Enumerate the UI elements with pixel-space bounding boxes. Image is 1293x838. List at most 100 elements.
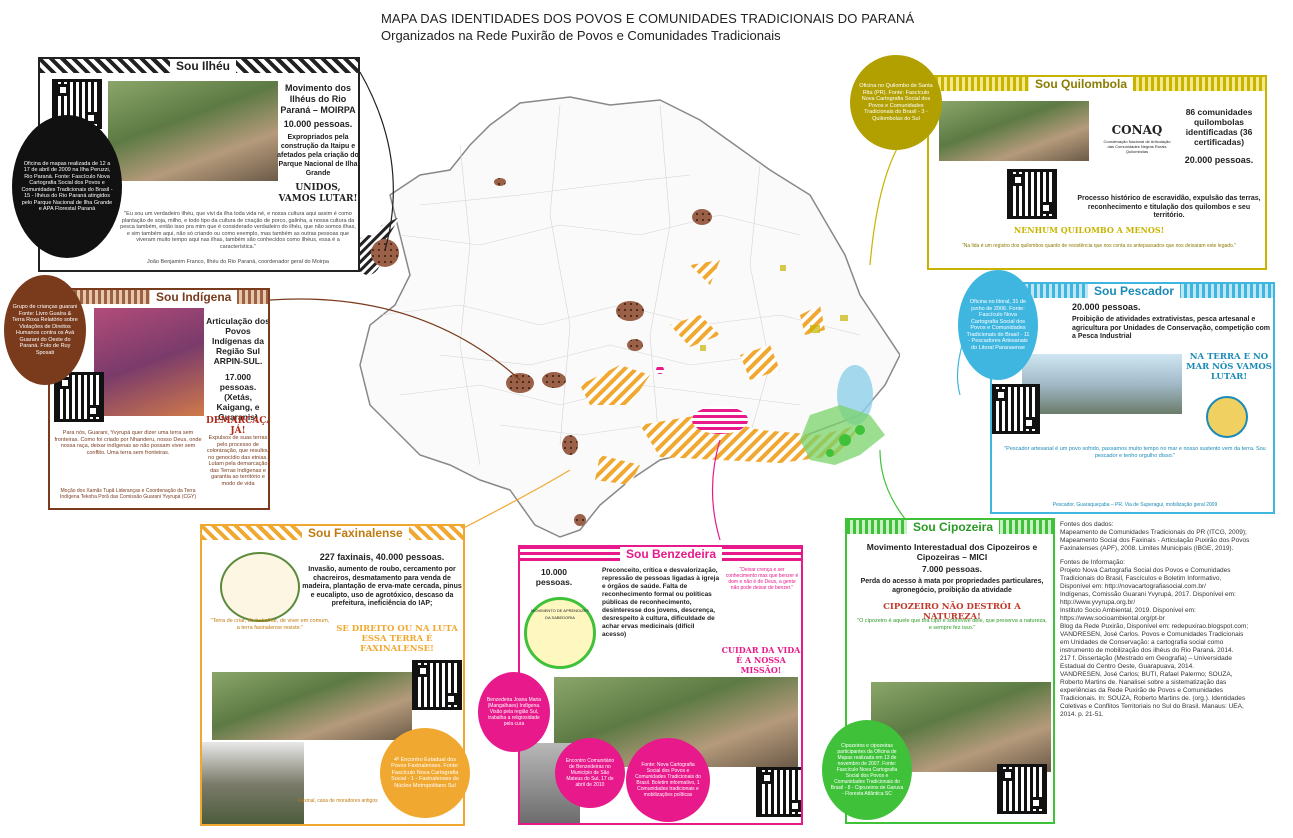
slogan-pescador: NA TERRA E NO MAR NÓS VAMOS LUTAR! [1186,352,1272,382]
sources-block: Fontes dos dados: Mapeamento de Comunida… [1060,521,1290,719]
panel-faxinalense: Sou Faxinalense 227 faxinais, 40.000 pes… [200,524,465,826]
circle-caption-indigena: Grupo de crianças guarani Fonte: Livro G… [4,275,86,385]
quote-faxinalense: "Terra de criar, de trabalhar, de viver … [210,618,330,631]
photo-faxinalense-group [212,672,412,740]
faxinalense-logo [220,552,300,622]
threat-benzedeira: Preconceito, crítica e desvalorização, r… [602,567,720,638]
movement-indigena: Articulação dos Povos Indígenas da Regiã… [206,316,270,366]
photo-faxinalense-house [202,742,304,824]
line-benzedeira [711,439,721,541]
quote-ilheu: "Eu sou um verdadeiro ilhéu, que vivi da… [120,211,356,250]
population-indigena: 17.000 pessoas. (Xetás, Kaigang, e Guara… [216,372,260,422]
quote-author-ilheu: João Benjamim Franco, Ilhéu do Rio Paran… [147,259,329,265]
panel-pescador: Sou Pescador 20.000 pessoas. Proibição d… [990,282,1275,514]
map-title: MAPA DAS IDENTIDADES DOS POVOS E COMUNID… [381,10,914,44]
source-line: 2014. p. 21-51. [1060,711,1104,718]
quote-author-indigena: Moção dos Xamãs Tupã Lideranças e Coorde… [59,488,196,500]
source-line: experiências da Rede Puxirão de Povos e … [1060,687,1223,694]
circle-caption-ilheu: Oficina de mapas realizada de 12 a 17 de… [12,115,122,258]
qr-code-cipozeira[interactable] [997,764,1047,814]
source-line: Disponível em: http://novacartografiasoc… [1060,583,1206,590]
population-cipozeira: 7.000 pessoas. [921,564,982,574]
panel-quilombola: Sou Quilombola CONAQ Coordenação Naciona… [927,75,1267,270]
quote-quilombola: "Na lida é um registro dos quilombos qua… [962,243,1236,249]
header-quilombola: Sou Quilombola [1029,77,1133,91]
source-line: VANDRESEN, José Carlos; BUTI, Rafael Pal… [1060,671,1233,678]
line-ilheu [359,71,394,251]
threat-cipozeira: Perda do acesso à mata por propriedades … [860,578,1044,594]
photo-quilombola [939,101,1089,161]
threat-faxinalense: Invasão, aumento de roubo, cercamento po… [302,566,462,607]
quote-benzedeira: "Deixar crença e ser conhecimento mas qu… [725,567,799,591]
map-subtitle: Organizados na Rede Puxirão de Povos e C… [381,28,781,43]
slogan-ilheu: UNIDOS, VAMOS LUTAR! [278,183,358,204]
parana-map [354,96,900,538]
source-line: Coletivas e Conflitos Territoriais no Su… [1060,703,1244,710]
source-line: Roberto Martins de. Nanalisei sobre a si… [1060,679,1227,686]
source-line: Estadual do Centro Oeste, Guarapuava, 20… [1060,663,1195,670]
line-indigena [269,298,521,381]
movement-ilheu: Movimento dos Ilhéus do Rio Paraná – MOI… [280,83,356,115]
slogan-benzedeira: CUIDAR DA VIDA É A NOSSA MISSÃO! [721,645,801,675]
circle-caption-benzedeira-2: Encontro Comunitário de Benzedeiras no M… [555,738,625,808]
regions-indigena [371,178,712,526]
caption-faxinalense: Faxinal, casa de moradores antigos [298,798,378,804]
qr-code-pescador[interactable] [992,384,1040,434]
threat-indigena: Expulsos de suas terras pelo processo de… [206,435,270,487]
sources-data-header: Fontes dos dados: [1060,521,1114,528]
source-line: em Unidades de Conservação: a cartografi… [1060,639,1224,646]
population-benzedeira: 10.000 pessoas. [535,567,573,587]
population-quilombola: 20.000 pessoas. [1184,155,1254,165]
circle-caption-benzedeira-1: Benzedeira Joana Maria (Mangalhaes) Indí… [478,672,550,752]
population-faxinalense: 227 faxinais, 40.000 pessoas. [319,552,445,562]
source-line: Projeto Nova Cartografia Social dos Povo… [1060,567,1231,574]
quote-indigena: Para nós, Guarani, Yvyrupá quer dizer um… [54,430,202,456]
population-pescador: 20.000 pessoas. [1072,302,1141,312]
source-line: Faxinalenses (APF), 2008. Limites Munici… [1060,545,1234,552]
qr-code-indigena[interactable] [54,372,104,422]
regions-faxinalense [580,260,860,485]
source-line: Mapeamento Social dos Faxinais - Articul… [1060,537,1250,544]
slogan-cipozeira: CIPOZEIRO NÃO DESTRÓI A NATUREZA! [883,602,1021,622]
qr-code-benzedeira[interactable] [756,767,801,817]
source-line: Tradicionais. In: SOUZA, Roberto Martins… [1060,695,1246,702]
benzedeira-logo-text: MOVIMENTO DE APRENDIZES DA SABEDORIA [531,608,589,620]
source-line: http://www.yvyrupa.org.br/ [1060,599,1136,606]
header-cipozeira: Sou Cipozeira [907,520,1000,534]
circle-caption-benzedeira-3: Fonte: Nova Cartografia Social dos Povos… [626,738,710,822]
population-ilheu: 10.000 pessoas. [283,119,353,129]
header-faxinalense: Sou Faxinalense [302,526,409,540]
circle-caption-cipozeira: Cipozeiros e cipozeiras participantes da… [822,720,912,820]
regions-benzedeira [656,366,748,434]
sources-data-lines: Mapeamento de Comunidades Tradicionais d… [1060,529,1290,553]
circle-caption-pescador: Oficina no litoral, 31 de junho de 2006.… [958,270,1038,380]
slogan-faxinalense: SE DIREITO OU NA LUTA ESSA TERRA É FAXIN… [336,624,458,654]
header-indigena: Sou Indígena [150,290,238,304]
circle-caption-faxinalense: 4º Encontro Estadual dos Povos Faxinalen… [380,728,470,818]
quote-pescador: "Pescador artesanal é um povo sofrido, p… [1004,446,1266,459]
source-line: Mapeamento de Comunidades Tradicionais d… [1060,529,1247,536]
qr-code-quilombola[interactable] [1007,169,1057,219]
threat-quilombola: Processo histórico de escravidão, expuls… [1077,195,1261,219]
source-line: https://www.socioambiental.org/pt-br [1060,615,1165,622]
source-line: VANDRESEN, José Carlos. Povos e Comunida… [1060,631,1244,638]
source-line: Tradicionais do Brasil, Fascículos e Bol… [1060,575,1222,582]
logo-conaq-sub: Coordenação Nacional de Articulação das … [1103,139,1171,154]
slogan-indigena: DEMARCAÇÃO JÁ! [206,416,268,436]
header-pescador: Sou Pescador [1088,284,1181,298]
sources-info-lines: Projeto Nova Cartografia Social dos Povo… [1060,567,1290,719]
movement-cipozeira: Movimento Interestadual dos Cipozeiros e… [866,542,1038,562]
sources-info-header: Fontes de Informação: [1060,559,1126,566]
regions-pescador-cipozeira [800,365,885,465]
photo-pescador [1022,354,1182,414]
quote-author-pescador: Pescador, Guaraqueçaba – PR. Via de Supe… [1052,502,1218,508]
slogan-quilombola: NENHUM QUILOMBO A MENOS! [1013,225,1165,235]
circle-caption-quilombola: Oficina no Quilombo de Santa Rita (PR). … [850,55,942,150]
source-line: instrumento de mobilização dos ilhéus do… [1060,647,1234,654]
header-benzedeira: Sou Benzedeira [620,547,723,561]
source-line: Indígenas, Comissão Guarani Yvyrupá, 201… [1060,591,1236,598]
source-line: 217 f. Dissertação (Mestrado em Geografi… [1060,655,1232,662]
communities-quilombola: 86 comunidades quilombolas identificadas… [1185,107,1253,147]
qr-code-faxinalense[interactable] [412,660,462,710]
regions-quilombola [700,265,848,351]
